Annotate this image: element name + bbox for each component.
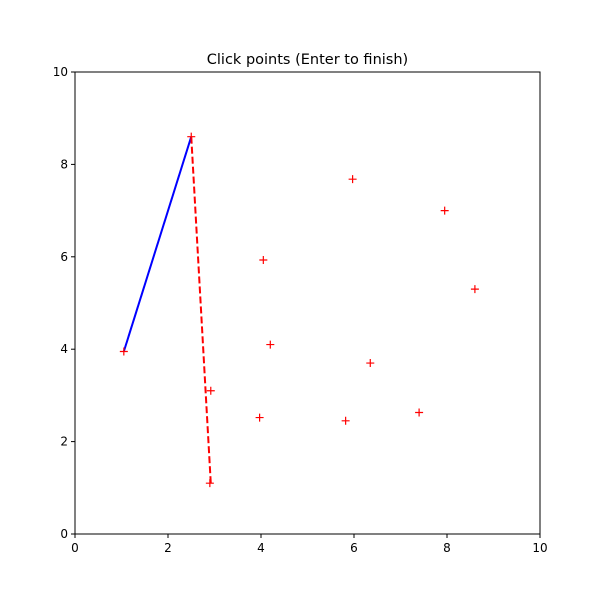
y-tick-label: 2 [60, 435, 68, 449]
chart-title: Click points (Enter to finish) [207, 52, 408, 68]
x-tick-label: 6 [350, 541, 358, 555]
x-tick-label: 4 [257, 541, 265, 555]
y-tick-label: 4 [60, 342, 68, 356]
x-tick-label: 10 [532, 541, 547, 555]
x-axis-ticks: 0 2 4 6 8 10 [71, 534, 548, 555]
plus-marker [415, 408, 424, 417]
clicked-points [119, 132, 479, 488]
plus-marker [206, 386, 215, 395]
y-tick-label: 6 [60, 250, 68, 264]
plus-marker [366, 359, 375, 368]
segment-dashed [190, 136, 212, 484]
y-axis-ticks: 0 2 4 6 8 10 [53, 65, 75, 541]
x-tick-label: 0 [71, 541, 79, 555]
x-tick-label: 8 [443, 541, 451, 555]
plus-marker [255, 413, 264, 422]
axes-frame[interactable] [74, 71, 541, 535]
plus-marker [205, 479, 214, 488]
line-segments [122, 136, 212, 484]
y-tick-label: 10 [53, 65, 68, 79]
plus-marker [266, 340, 275, 349]
plus-marker [119, 347, 128, 356]
y-tick-label: 8 [60, 157, 68, 171]
plus-marker [440, 206, 449, 215]
segment-solid [122, 136, 193, 352]
y-tick-label: 0 [60, 527, 68, 541]
plus-marker [470, 285, 479, 294]
x-tick-label: 2 [164, 541, 172, 555]
plus-marker [341, 416, 350, 425]
plus-marker [259, 256, 268, 265]
plus-marker [187, 132, 196, 141]
plus-marker [348, 175, 357, 184]
